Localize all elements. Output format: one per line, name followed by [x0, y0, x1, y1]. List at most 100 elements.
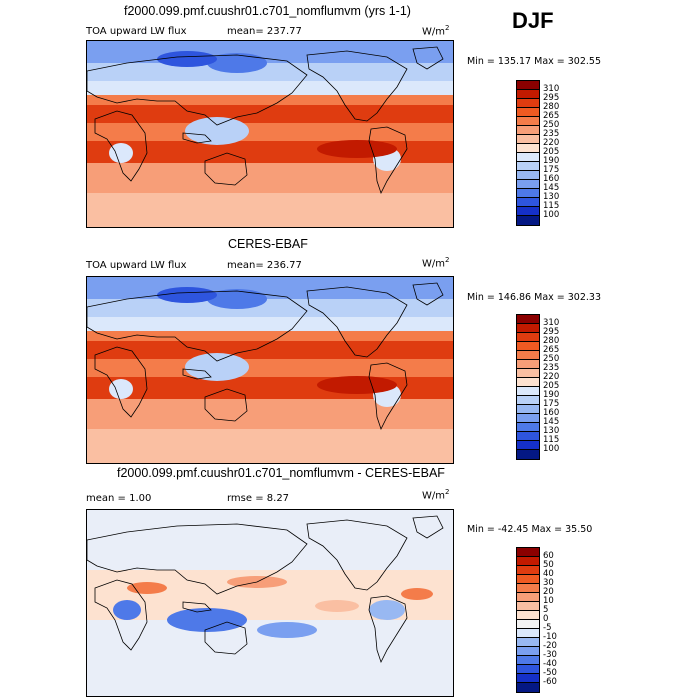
colorbar-tick-label: 190 [543, 156, 560, 166]
colorbar-swatch [517, 584, 539, 593]
coastline [87, 54, 308, 126]
colorbar-swatch [517, 207, 539, 216]
colorbar-swatch [517, 342, 539, 351]
colorbar-tick-label: 250 [543, 120, 560, 130]
colorbar-tick-label: -60 [543, 677, 557, 687]
colorbar-tick-label: -30 [543, 650, 557, 660]
colorbar-tick-label: 310 [543, 84, 560, 94]
colorbar-swatch [517, 638, 539, 647]
field-east-pacific-max [317, 376, 397, 394]
colorbar-tick-label: 20 [543, 587, 554, 597]
panel2-variable-label: TOA upward LW flux [86, 260, 187, 271]
panel2-title: CERES-EBAF [228, 237, 308, 251]
field-subpolar-north [87, 299, 453, 317]
colorbar-swatch [517, 144, 539, 153]
field-subtropics-north [87, 341, 453, 359]
colorbar-swatch [517, 333, 539, 342]
colorbar-swatch [517, 189, 539, 198]
colorbar-swatch [517, 171, 539, 180]
colorbar-swatch [517, 369, 539, 378]
colorbar-swatch [517, 674, 539, 683]
colorbar-tick-label: 100 [543, 444, 560, 454]
coastline [87, 523, 308, 595]
colorbar-swatch [517, 126, 539, 135]
panel3-minmax: Min = -42.45 Max = 35.50 [467, 524, 593, 535]
colorbar-tick-label: 250 [543, 354, 560, 364]
coastline [87, 290, 308, 362]
coastline [204, 621, 248, 655]
field-polar-north [87, 277, 453, 299]
field-southern-ocean [87, 429, 453, 463]
field-warm-pool-convection [185, 353, 249, 381]
coastline [368, 126, 408, 195]
panel1-map-svg [87, 41, 453, 227]
colorbar-tick-label: 0 [543, 614, 549, 624]
colorbar-tick-label: 295 [543, 93, 560, 103]
colorbar-tick-label: -20 [543, 641, 557, 651]
field-negative-anomaly-4 [369, 600, 405, 620]
panel1-colorbar [516, 80, 540, 226]
colorbar-swatch [517, 99, 539, 108]
colorbar-swatch [517, 378, 539, 387]
colorbar-swatch [517, 611, 539, 620]
colorbar-tick-label: -50 [543, 668, 557, 678]
colorbar-tick-label: 280 [543, 102, 560, 112]
coastline [412, 282, 444, 306]
colorbar-swatch [517, 162, 539, 171]
coastline [182, 368, 212, 380]
colorbar-tick-label: -40 [543, 659, 557, 669]
field-positive-anomaly-4 [315, 600, 359, 612]
season-label: DJF [512, 8, 554, 33]
colorbar-tick-label: 130 [543, 426, 560, 436]
field-east-pacific-max [317, 140, 397, 158]
colorbar-tick-label: 100 [543, 210, 560, 220]
colorbar-tick-label: 115 [543, 201, 560, 211]
field-midlat-south [87, 163, 453, 193]
panel1-minmax: Min = 135.17 Max = 302.55 [467, 56, 601, 67]
colorbar-swatch [517, 557, 539, 566]
colorbar-tick-label: 205 [543, 381, 560, 391]
field-arctic-min [157, 51, 217, 67]
colorbar-swatch [517, 216, 539, 225]
field-positive-anomaly-3 [401, 588, 433, 600]
colorbar-swatch [517, 656, 539, 665]
field-midlat-north [87, 317, 453, 331]
colorbar-tick-label: 175 [543, 399, 560, 409]
colorbar-tick-label: 190 [543, 390, 560, 400]
coastline [412, 46, 444, 70]
colorbar-tick-label: 220 [543, 372, 560, 382]
panel2-colorbar [516, 314, 540, 460]
panel1-map [86, 40, 454, 228]
colorbar-swatch [517, 90, 539, 99]
colorbar-tick-label: 130 [543, 192, 560, 202]
colorbar-swatch [517, 396, 539, 405]
colorbar-tick-label: 235 [543, 363, 560, 373]
colorbar-tick-label: 145 [543, 417, 560, 427]
panel3-mean-label: mean = 1.00 [86, 493, 152, 504]
colorbar-swatch [517, 566, 539, 575]
colorbar-swatch [517, 198, 539, 207]
coastline [182, 132, 212, 144]
field-subtropics-north [87, 105, 453, 123]
colorbar-tick-label: 295 [543, 327, 560, 337]
colorbar-swatch [517, 602, 539, 611]
coastline [204, 388, 248, 422]
coastline [306, 519, 408, 591]
field-warm-pool-convection [185, 117, 249, 145]
colorbar-tick-label: 220 [543, 138, 560, 148]
colorbar-tick-label: -10 [543, 632, 557, 642]
colorbar-swatch [517, 683, 539, 692]
colorbar-swatch [517, 423, 539, 432]
field-siberia-min [207, 53, 267, 73]
colorbar-swatch [517, 593, 539, 602]
colorbar-tick-label: 5 [543, 605, 549, 615]
colorbar-swatch [517, 324, 539, 333]
colorbar-swatch [517, 153, 539, 162]
field-arctic-min [157, 287, 217, 303]
panel3-map-svg [87, 510, 453, 696]
field-polar-north [87, 41, 453, 63]
panel3-title: f2000.099.pmf.cuushr01.c701_nomflumvm - … [117, 466, 445, 480]
field-negative-anomaly-2 [257, 622, 317, 638]
colorbar-swatch [517, 117, 539, 126]
coastline [368, 595, 408, 664]
